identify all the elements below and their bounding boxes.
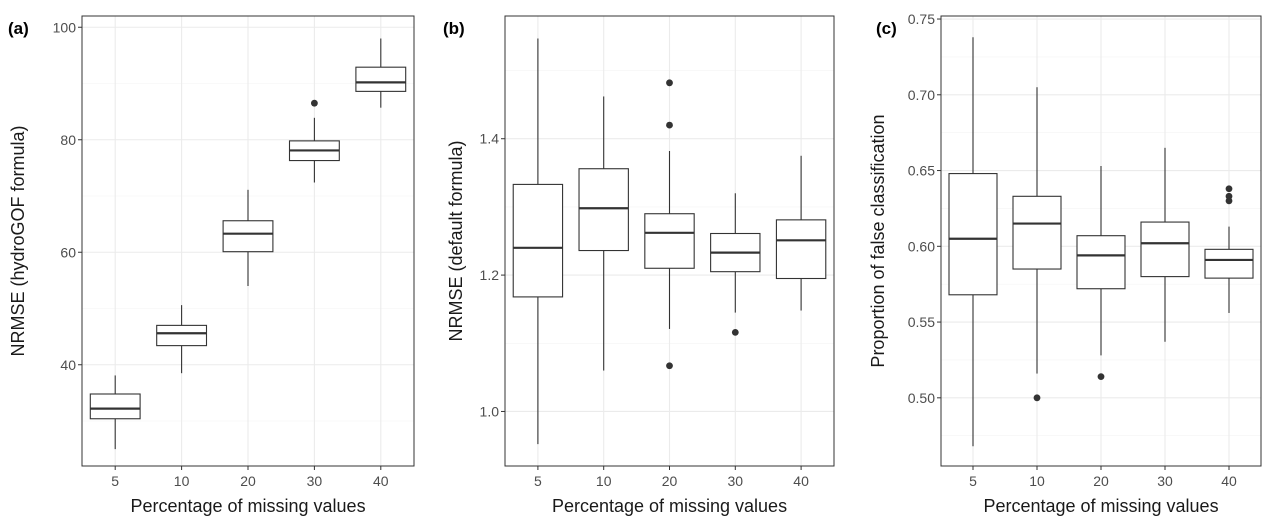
y-tick-label: 0.70 xyxy=(908,87,935,103)
outlier-point xyxy=(666,362,673,370)
x-axis-title: Percentage of missing values xyxy=(130,496,365,516)
outlier-point xyxy=(666,121,673,129)
panel-border xyxy=(504,15,835,467)
box-40 xyxy=(1204,185,1254,313)
panel-border xyxy=(940,15,1262,467)
panel-label: (b) xyxy=(443,19,465,38)
x-axis-title: Percentage of missing values xyxy=(552,496,787,516)
y-tick-label: 0.60 xyxy=(908,238,935,254)
y-tick-label: 0.65 xyxy=(908,163,935,179)
outlier-point xyxy=(1225,185,1233,193)
box-body xyxy=(89,393,141,420)
box-5 xyxy=(512,38,564,445)
outlier-point xyxy=(1097,373,1105,381)
y-tick-label: 1.0 xyxy=(480,403,500,419)
x-tick-label: 40 xyxy=(373,473,389,489)
box-body xyxy=(1012,195,1062,270)
box-30 xyxy=(288,99,340,183)
y-tick-label: 1.2 xyxy=(480,267,500,283)
box-40 xyxy=(775,155,827,311)
box-body xyxy=(512,183,564,298)
panel-border xyxy=(81,15,415,467)
box-body xyxy=(1140,221,1190,278)
outlier-point xyxy=(1225,192,1233,200)
outlier-point xyxy=(1033,394,1041,402)
y-axis-title: NRMSE (default formula) xyxy=(446,140,466,341)
outlier-point xyxy=(731,328,739,336)
x-tick-label: 20 xyxy=(662,473,678,489)
x-tick-label: 40 xyxy=(1221,473,1237,489)
box-body xyxy=(1204,248,1254,279)
box-body xyxy=(644,213,695,269)
y-tick-label: 1.4 xyxy=(480,131,500,147)
x-tick-label: 5 xyxy=(534,473,542,489)
box-body xyxy=(1076,235,1126,290)
box-20 xyxy=(644,79,695,370)
box-30 xyxy=(1140,147,1190,342)
box-20 xyxy=(1076,166,1126,381)
box-10 xyxy=(578,96,629,371)
panel-label: (a) xyxy=(8,19,29,38)
box-body xyxy=(222,220,274,253)
box-body xyxy=(355,66,407,92)
box-20 xyxy=(222,189,274,286)
outlier-point xyxy=(311,99,318,107)
x-tick-label: 10 xyxy=(1029,473,1045,489)
panel-3: 0.50 0.55 0.60 0.65 0.70 0.75 5 10 20 30 40Percent… xyxy=(868,11,1262,516)
x-tick-label: 30 xyxy=(307,473,323,489)
x-tick-label: 30 xyxy=(728,473,744,489)
box-body xyxy=(156,324,208,347)
y-axis-title: Proportion of false classification xyxy=(868,114,888,367)
y-tick-label: 80 xyxy=(60,132,76,148)
box-5 xyxy=(948,37,998,447)
y-tick-label: 0.75 xyxy=(908,11,935,27)
x-tick-label: 30 xyxy=(1157,473,1173,489)
box-10 xyxy=(1012,87,1062,402)
y-tick-label: 0.55 xyxy=(908,314,935,330)
x-axis-title: Percentage of missing values xyxy=(983,496,1218,516)
y-tick-label: 0.50 xyxy=(908,390,935,406)
y-tick-label: 60 xyxy=(60,244,76,260)
x-tick-label: 5 xyxy=(969,473,977,489)
outlier-point xyxy=(666,79,673,87)
panel-1: 40 60 80 100 5 10 20 30 40 Percentage of missing … xyxy=(8,15,415,516)
x-tick-label: 20 xyxy=(240,473,256,489)
box-10 xyxy=(156,305,208,374)
x-tick-label: 20 xyxy=(1093,473,1109,489)
box-30 xyxy=(710,193,761,336)
x-tick-label: 5 xyxy=(111,473,119,489)
box-body xyxy=(775,219,827,280)
box-body xyxy=(948,173,998,296)
y-axis-title: NRMSE (hydroGOF formula) xyxy=(8,125,28,356)
box-5 xyxy=(89,375,141,450)
panel-2: 1.0 1.2 1.4 5 10 20 30 40 Percentage of missing … xyxy=(443,15,835,516)
box-40 xyxy=(355,38,407,108)
x-tick-label: 40 xyxy=(793,473,809,489)
y-tick-label: 40 xyxy=(60,357,76,373)
box-body xyxy=(578,168,629,252)
x-tick-label: 10 xyxy=(596,473,612,489)
y-tick-label: 100 xyxy=(53,19,77,35)
x-tick-label: 10 xyxy=(174,473,190,489)
panel-label: (c) xyxy=(876,19,897,38)
